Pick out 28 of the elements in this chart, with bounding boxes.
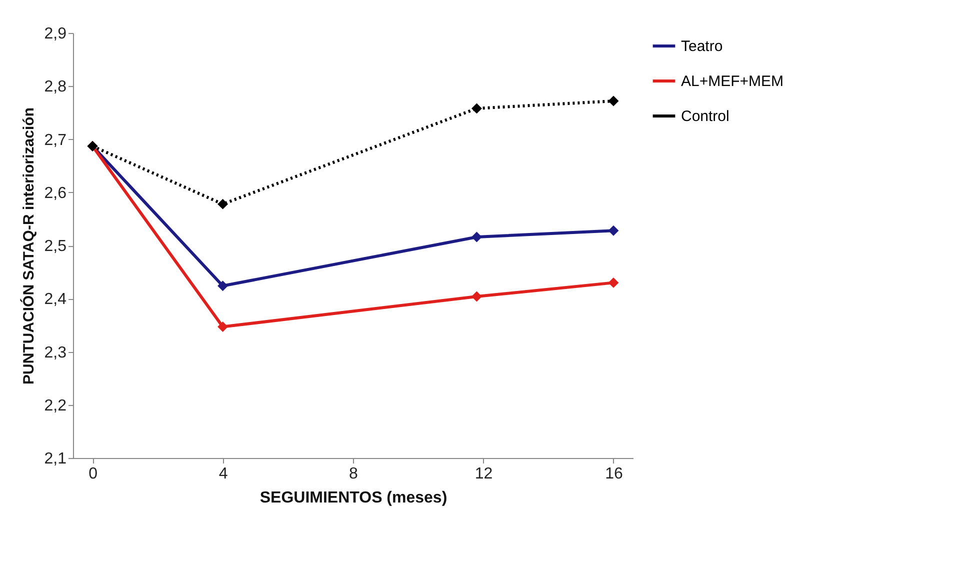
y-tick-label: 2,8 xyxy=(44,78,67,96)
point xyxy=(608,225,619,236)
legend-label: AL+MEF+MEM xyxy=(681,73,784,90)
x-tick-label: 4 xyxy=(218,466,228,482)
point xyxy=(218,198,228,210)
point xyxy=(218,322,228,332)
point xyxy=(608,96,619,106)
y-tick-label: 2,4 xyxy=(44,291,67,308)
x-tick-label: 8 xyxy=(349,466,358,482)
y-tick-label: 2,1 xyxy=(44,450,67,468)
legend-label: Teatro xyxy=(681,38,723,55)
x-tick-label: 16 xyxy=(605,466,623,482)
y-tick-label: 2,9 xyxy=(44,26,67,42)
y-tick-label: 2,5 xyxy=(44,238,67,255)
point xyxy=(471,291,482,302)
point xyxy=(471,232,482,242)
legend-label: Control xyxy=(681,108,730,125)
point xyxy=(471,103,482,114)
y-tick-label: 2,6 xyxy=(44,184,67,202)
y-tick-label: 2,3 xyxy=(44,344,67,362)
y-tick-label: 2,7 xyxy=(44,132,67,149)
point xyxy=(218,280,228,292)
y-tick-label: 2,2 xyxy=(44,397,67,414)
x-axis-title: SEGUIMIENTOS (meses) xyxy=(260,490,448,506)
point xyxy=(608,277,619,288)
x-tick-label: 12 xyxy=(474,466,493,482)
y-axis-title: PUNTUACIÓN SATAQ-R interiorización xyxy=(19,108,38,384)
x-tick-label: 0 xyxy=(88,466,98,482)
